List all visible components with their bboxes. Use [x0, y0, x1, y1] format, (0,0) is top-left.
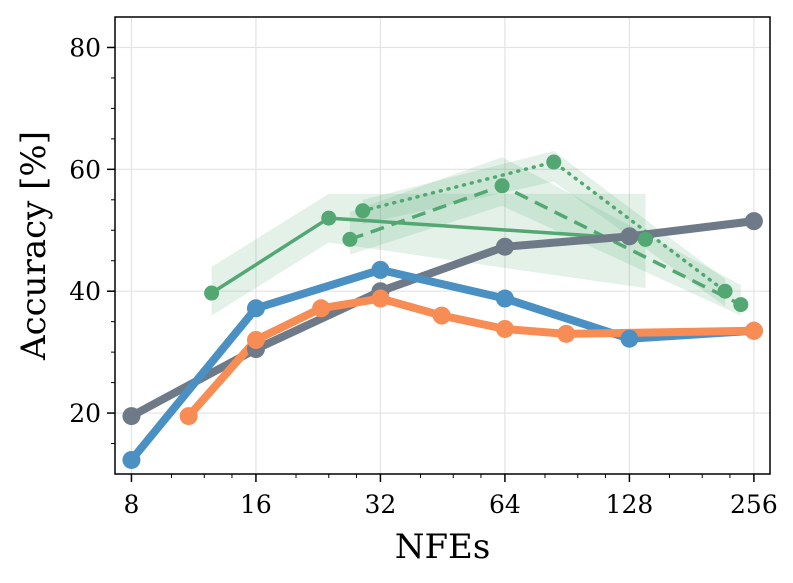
point-green-solid [638, 231, 654, 247]
band-green-dashed [349, 157, 741, 316]
point-orange [557, 324, 576, 343]
point-blue [122, 450, 141, 469]
point-green-solid [204, 285, 220, 301]
point-orange [744, 321, 763, 340]
point-blue [371, 260, 390, 279]
x-axis-label: NFEs [395, 527, 491, 567]
point-gray [744, 212, 763, 231]
x-tick-label: 256 [730, 490, 778, 519]
point-orange [495, 319, 514, 338]
point-green-dotted [546, 154, 562, 170]
point-orange [179, 407, 198, 426]
y-tick-label: 40 [69, 277, 101, 306]
x-tick-label: 128 [606, 490, 654, 519]
line-orange [184, 294, 758, 421]
x-tick-label: 64 [489, 490, 521, 519]
y-tick-label: 80 [69, 33, 101, 62]
point-green-dashed [342, 231, 358, 247]
line-blue [127, 265, 758, 464]
x-tick-label: 16 [240, 490, 272, 519]
line-green-dotted [360, 160, 727, 293]
point-green-solid [321, 210, 337, 226]
x-tick-label: 32 [365, 490, 397, 519]
point-gray [122, 407, 141, 426]
point-orange [246, 330, 265, 349]
plot-frame [114, 16, 771, 475]
y-axis-label: Accuracy [%] [14, 131, 54, 361]
point-green-dotted [717, 283, 733, 299]
band-green-dotted [362, 151, 726, 307]
point-gray [620, 227, 639, 246]
point-gray [495, 237, 514, 256]
point-green-dashed [494, 178, 510, 194]
y-tick-label: 20 [69, 399, 101, 428]
x-tick-label: 8 [123, 490, 139, 519]
point-green-dotted [355, 203, 371, 219]
grid [115, 17, 770, 474]
point-blue [246, 299, 265, 318]
series-points [122, 154, 763, 469]
axis-ticks: 8 16 32 64 128 256 20 40 60 80 [69, 33, 778, 519]
point-blue [620, 329, 639, 348]
point-orange [312, 299, 331, 318]
point-green-dashed [733, 297, 749, 313]
point-orange [371, 289, 390, 308]
y-tick-label: 60 [69, 155, 101, 184]
point-orange [432, 306, 451, 325]
point-blue [495, 289, 514, 308]
